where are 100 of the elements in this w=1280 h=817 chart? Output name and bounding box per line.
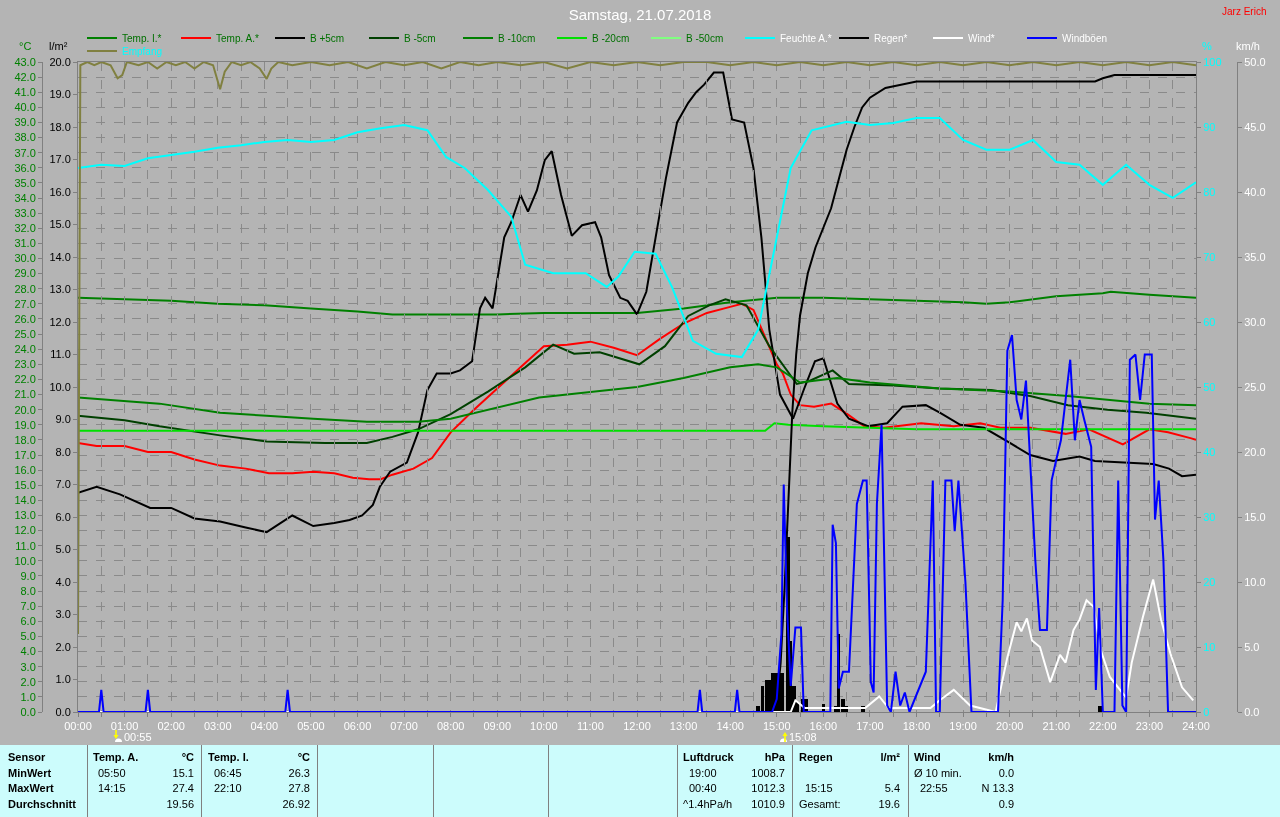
legend-label: B -50cm (686, 32, 724, 44)
y-tick-label: 20.0 (49, 55, 71, 68)
legend-label: Empfang (122, 45, 163, 57)
x-tick-label: 18:00 (902, 720, 931, 733)
x-tick-label: 16:00 (809, 720, 838, 733)
y2-tick-label: 10 (1203, 640, 1216, 653)
y-tick-label: 13.0 (49, 283, 71, 296)
text: 26.92 (282, 798, 310, 811)
y-tick-label: 10.0 (14, 554, 36, 567)
y-tick-label: 30.0 (14, 252, 36, 265)
text: 0.0 (998, 767, 1014, 780)
text: Luftdruck (683, 751, 734, 764)
y2-tick-label: 20 (1203, 575, 1216, 588)
y-tick-label: 22.0 (14, 373, 36, 386)
x-tick-label: 06:00 (343, 720, 372, 733)
y-tick-label: 28.0 (14, 282, 36, 295)
y-tick-label: 16.0 (49, 185, 71, 198)
text: 27.4 (172, 782, 194, 795)
x-tick-label: 14:00 (716, 720, 744, 733)
text: Gesamt: (799, 798, 841, 811)
y-tick-label: 33.0 (14, 207, 36, 220)
text: 19.56 (166, 798, 194, 811)
text: Regen (799, 751, 833, 764)
y3-tick-label: 45.0 (1244, 120, 1266, 133)
text: hPa (764, 751, 785, 764)
x-tick-label: 03:00 (203, 720, 232, 733)
legend-label: B +5cm (310, 32, 345, 44)
text: 19.6 (878, 798, 900, 811)
legend-label: B -10cm (498, 32, 536, 44)
y-tick-label: 39.0 (14, 116, 36, 129)
y-tick-label: 34.0 (14, 191, 36, 204)
y-tick-label: 32.0 (14, 222, 36, 235)
y-tick-label: 17.0 (14, 448, 36, 461)
legend-label: Feuchte A.* (780, 32, 832, 44)
legend-label: B -5cm (404, 32, 436, 44)
y2-tick-label: 80 (1203, 185, 1216, 198)
x-tick-label: 19:00 (949, 720, 977, 733)
y-tick-label: 11.0 (15, 539, 36, 552)
y-tick-label: 21.0 (14, 388, 36, 401)
y-tick-label: 3.0 (20, 660, 36, 673)
x-tick-label: 15:00 (762, 720, 791, 733)
legend-label: Wind* (968, 32, 995, 44)
y-tick-label: 15.0 (14, 479, 36, 492)
y-tick-label: 14.0 (14, 494, 36, 507)
x-tick-label: 22:00 (1089, 720, 1117, 733)
y-tick-label: 37.0 (14, 146, 36, 159)
legend-label: B -20cm (592, 32, 630, 44)
y-tick-label: 17.0 (49, 153, 71, 166)
y2-tick-label: 90 (1203, 120, 1216, 133)
y3-tick-label: 15.0 (1244, 510, 1266, 523)
y-tick-label: 11.0 (50, 348, 71, 361)
y2-tick-label: 30 (1203, 510, 1216, 523)
x-tick-label: 24:00 (1182, 720, 1210, 733)
y-tick-label: 14.0 (49, 250, 71, 263)
y-tick-label: 42.0 (14, 70, 36, 83)
legend-label: Temp. I.* (122, 32, 162, 44)
text: MaxWert (8, 782, 54, 795)
x-tick-label: 02:00 (157, 720, 185, 733)
x-tick-label: 09:00 (483, 720, 512, 733)
y-tick-label: 27.0 (14, 297, 36, 310)
text: 27.8 (288, 782, 310, 795)
y3-tick-label: 35.0 (1244, 250, 1266, 263)
y3-tick-label: 0.0 (1244, 705, 1260, 718)
y2-axis-title: % (1202, 40, 1212, 52)
x-tick-label: 23:00 (1135, 720, 1164, 733)
y-tick-label: 0.0 (20, 705, 36, 718)
text: 00:55 (124, 731, 152, 744)
y-tick-label: 24.0 (14, 343, 36, 356)
y2-tick-label: 50 (1203, 380, 1216, 393)
y3-tick-label: 40.0 (1244, 185, 1266, 198)
y2-tick-label: 60 (1203, 315, 1216, 328)
y-tick-label: 7.0 (55, 478, 71, 491)
y-tick-label: 8.0 (20, 584, 36, 597)
y-tick-label: 41.0 (14, 86, 36, 99)
y-tick-label: 38.0 (14, 131, 36, 144)
text: N 13.3 (981, 782, 1014, 795)
y-tick-label: 8.0 (55, 445, 71, 458)
text: 15:08 (789, 731, 817, 744)
y-tick-label: 18.0 (49, 120, 71, 133)
y-tick-label: 10.0 (49, 380, 71, 393)
y-tick-label: 12.0 (49, 315, 71, 328)
y-tick-label: 20.0 (14, 403, 36, 416)
y-tick-label: 9.0 (55, 413, 71, 426)
x-tick-label: 20:00 (995, 720, 1024, 733)
y3-axis-title: km/h (1236, 40, 1260, 52)
y-tick-label: 1.0 (55, 673, 71, 686)
text: 15:15 (805, 782, 833, 795)
y3-tick-label: 50.0 (1244, 55, 1266, 68)
y-axis-title: °C (19, 40, 32, 52)
y-tick-label: 9.0 (20, 569, 36, 582)
y2-tick-label: 100 (1203, 55, 1222, 68)
y3-tick-label: 25.0 (1244, 380, 1266, 393)
x-tick-label: 11:00 (577, 720, 604, 733)
chart-title: Samstag, 21.07.2018 (568, 6, 712, 24)
y-tick-label: 40.0 (14, 101, 36, 114)
text: Temp. I. (208, 751, 249, 764)
y-tick-label: 18.0 (14, 433, 36, 446)
text: 06:45 (214, 767, 242, 780)
x-tick-label: 07:00 (390, 720, 418, 733)
text: °C (181, 751, 194, 764)
